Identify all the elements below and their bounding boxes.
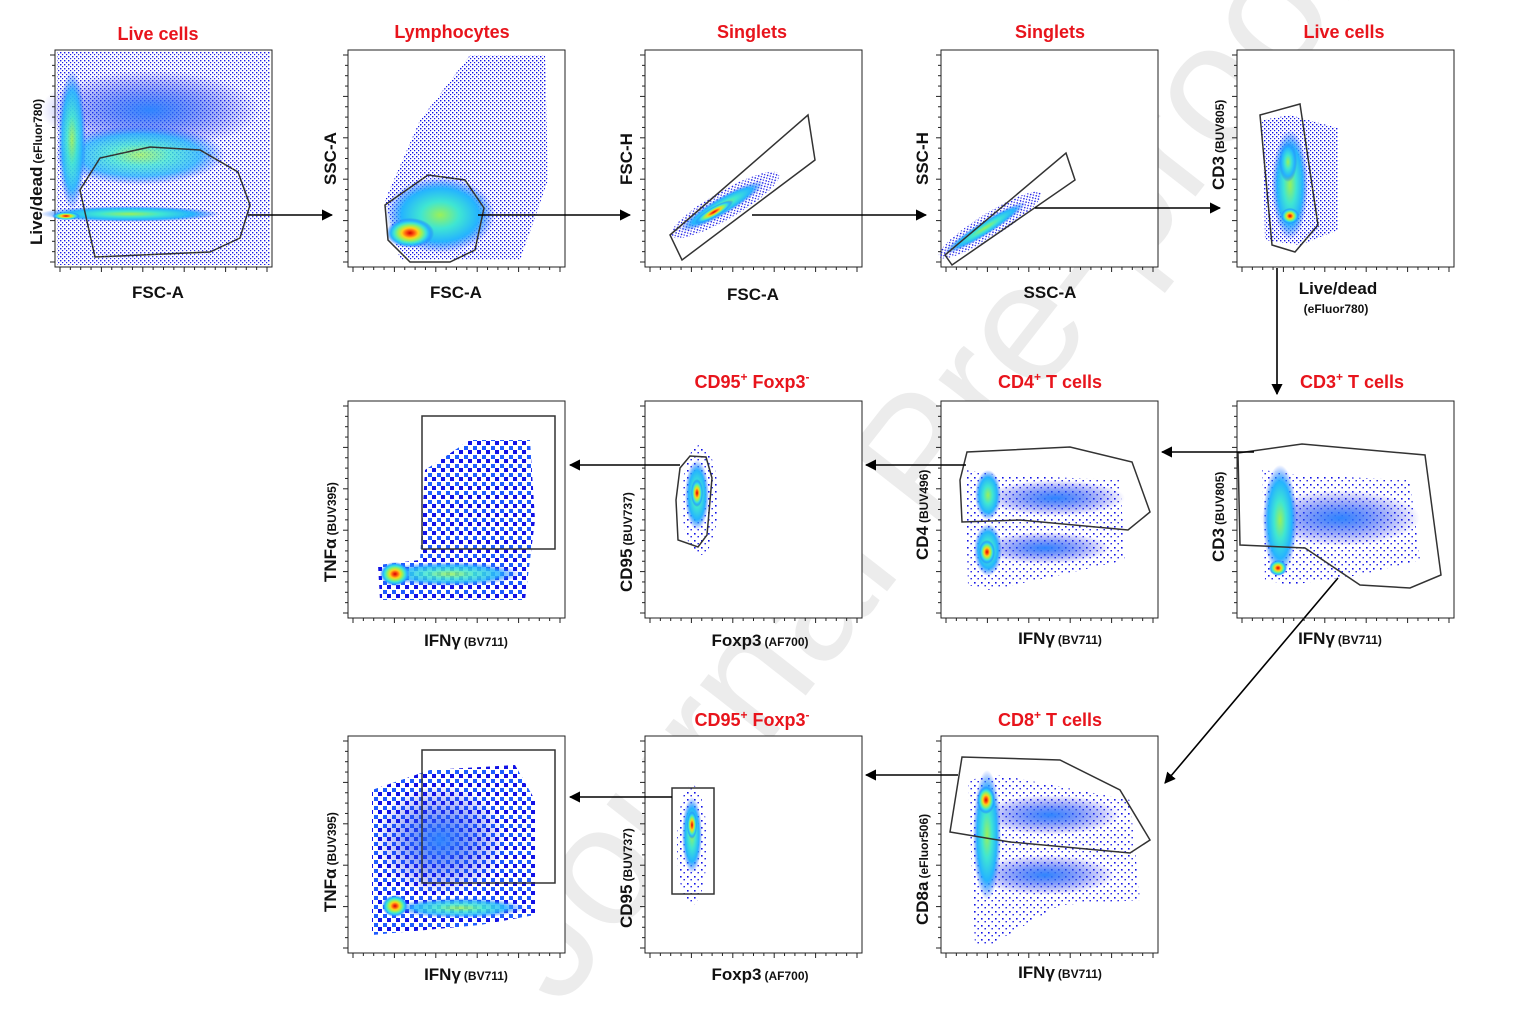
panel-cd95-foxp3-cd8: CD95+ Foxp3- Foxp3 (AF700) CD95(BUV737): [617, 708, 863, 984]
x-axis-label: IFNγ (BV711): [1018, 963, 1102, 982]
panel-cd8-t-cells: CD8+ T cells IFNγ (BV711) CD8a(eFluor506): [913, 708, 1159, 982]
x-axis-label: SSC-A: [1024, 283, 1077, 302]
density-scatter: [378, 440, 535, 600]
panel-cd4-t-cells: CD4+ T cells IFNγ (BV711) CD4(BUV496): [913, 370, 1159, 648]
x-axis-label: FSC-A: [727, 285, 779, 304]
x-axis-label: IFNγ (BV711): [1018, 629, 1102, 648]
panel-title: Singlets: [717, 22, 787, 42]
plot-frame: [644, 400, 863, 619]
x-axis-label: Live/dead: [1299, 279, 1377, 298]
x-axis-sublabel: (eFluor780): [1304, 302, 1369, 316]
gate: [669, 113, 816, 262]
density-region: [1260, 490, 1420, 546]
x-axis-label: IFNγ (BV711): [1298, 629, 1382, 648]
density-peak: [1281, 208, 1299, 224]
y-axis-label: CD95(BUV737): [617, 828, 636, 928]
density-peak: [691, 479, 703, 507]
density-region: [55, 125, 225, 185]
panel-live-cells-2: Live cells Live/dead (eFluor780) CD3(BUV…: [1209, 22, 1455, 316]
panel-tnfa-ifng-cd8: IFNγ (BV711) TNFα(BUV395): [321, 735, 566, 984]
panel-cd3-t-cells: CD3+ T cells IFNγ (BV711) CD3(BUV805): [1209, 370, 1455, 648]
density-region: [980, 795, 1120, 835]
x-axis-label: Foxp3 (AF700): [711, 965, 808, 984]
density-region: [1279, 142, 1297, 182]
gate: [1237, 443, 1442, 589]
gate: [79, 146, 251, 258]
y-axis-label: SSC-A: [321, 132, 340, 185]
panel-title: Live cells: [1303, 22, 1384, 42]
panel-title: CD8+ T cells: [998, 708, 1102, 730]
y-axis-label: Live/dead(eFluor780): [27, 99, 46, 245]
y-axis-label: SSC-H: [913, 132, 932, 185]
density-peak: [386, 218, 434, 248]
density-region: [944, 201, 1026, 255]
panel-tnfa-ifng-cd4: IFNγ (BV711) TNFα(BUV395): [321, 400, 566, 650]
gate: [959, 446, 1151, 531]
x-axis-label: FSC-A: [132, 283, 184, 302]
gate: [384, 174, 485, 263]
gate: [671, 787, 715, 895]
y-axis-label: CD3(BUV805): [1209, 100, 1228, 190]
density-peak: [977, 786, 995, 814]
panel-singlets-fsc: Singlets FSC-A FSC-H: [617, 22, 863, 304]
density-region: [975, 470, 1001, 520]
y-axis-label: FSC-H: [617, 133, 636, 185]
gate: [943, 151, 1076, 267]
y-axis-label: TNFα(BUV395): [321, 482, 340, 582]
density-peak: [687, 811, 697, 839]
gating-arrow: [1164, 577, 1339, 784]
density-region: [980, 532, 1110, 564]
gate: [675, 455, 713, 548]
density-region: [985, 480, 1125, 516]
density-peak: [979, 540, 995, 564]
panel-cd95-foxp3-cd4: CD95+ Foxp3- Foxp3 (AF700) CD95(BUV737): [617, 370, 863, 650]
density-region: [975, 855, 1115, 895]
density-peak: [52, 212, 80, 220]
x-axis-label: Foxp3 (AF700): [711, 631, 808, 650]
panel-title: Live cells: [117, 24, 198, 44]
y-axis-label: CD8a(eFluor506): [913, 814, 932, 925]
panel-live-cells-1: Live cells FSC-A Live/dead(eFluor780): [27, 24, 273, 302]
panel-singlets-ssc: Singlets SSC-A SSC-H: [913, 22, 1159, 302]
panel-title: CD95+ Foxp3-: [694, 370, 809, 392]
y-axis-label: CD3(BUV805): [1209, 472, 1228, 562]
density-region: [58, 70, 86, 210]
y-axis-label: CD95(BUV737): [617, 492, 636, 592]
density-peak: [380, 562, 410, 586]
density-region: [1263, 465, 1297, 575]
y-axis-label: TNFα(BUV395): [321, 812, 340, 912]
density-peak: [694, 200, 734, 224]
x-axis-label: IFNγ (BV711): [424, 631, 508, 650]
axis-ticks: [50, 54, 1450, 958]
x-axis-label: IFNγ (BV711): [424, 965, 508, 984]
density-region: [375, 785, 505, 895]
gate: [1259, 103, 1319, 253]
gate: [949, 756, 1152, 854]
density-region: [395, 898, 525, 918]
panel-title: CD4+ T cells: [998, 370, 1102, 392]
panel-title: Lymphocytes: [394, 22, 509, 42]
density-peak: [382, 895, 408, 917]
density-peak: [1269, 560, 1287, 576]
y-axis-label: CD4(BUV496): [913, 470, 932, 560]
x-axis-label: FSC-A: [430, 283, 482, 302]
panel-title: CD95+ Foxp3-: [694, 708, 809, 730]
panel-lymphocytes: Lymphocytes FSC-A SSC-A: [321, 22, 566, 302]
panel-title: CD3+ T cells: [1300, 370, 1404, 392]
gate: [421, 415, 556, 550]
panel-title: Singlets: [1015, 22, 1085, 42]
gate: [421, 749, 556, 884]
density-region: [380, 562, 520, 586]
